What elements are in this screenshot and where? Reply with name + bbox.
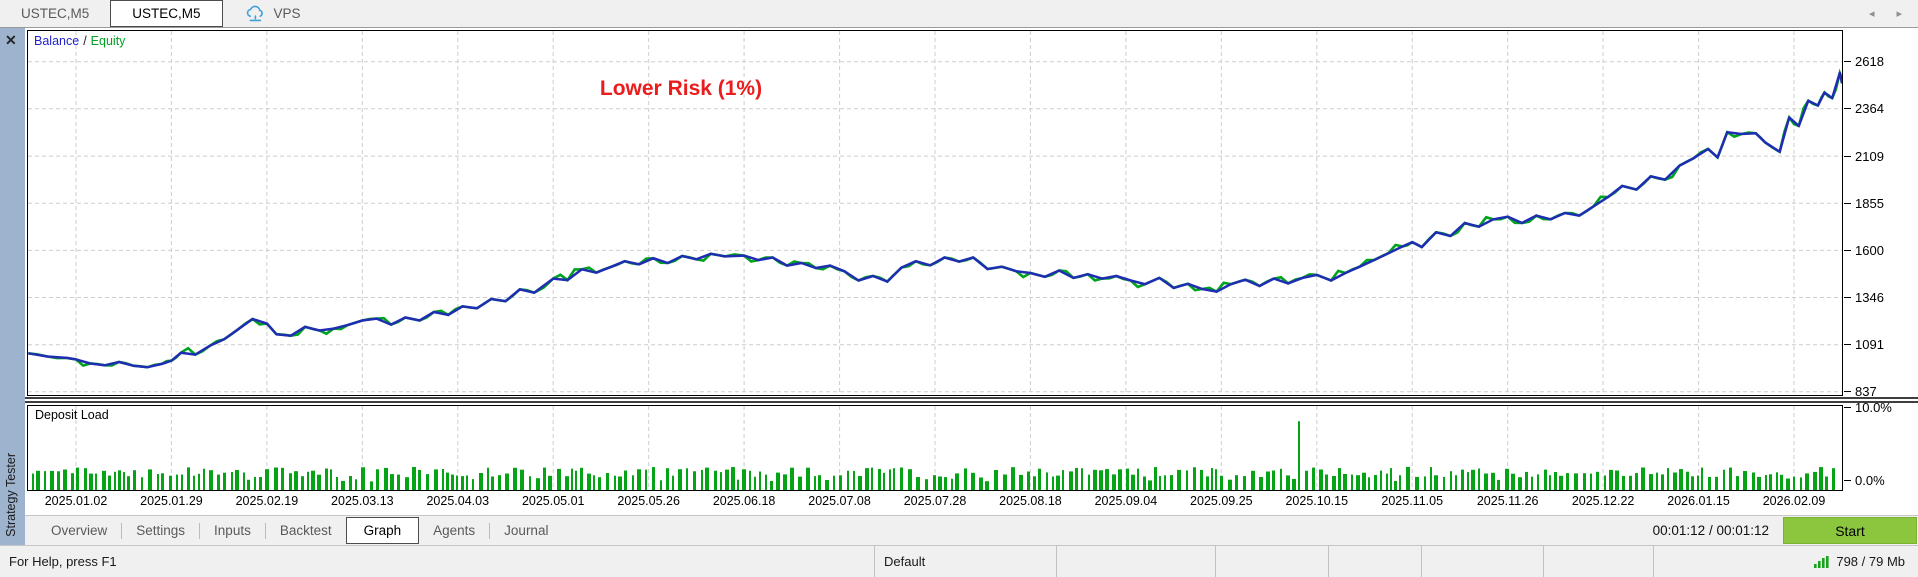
chart-legend: Balance / Equity — [34, 34, 125, 48]
x-axis-date-label: 2025.05.26 — [617, 494, 680, 508]
x-axis-date-label: 2025.11.26 — [1476, 494, 1539, 508]
x-axis-date-label: 2025.03.13 — [331, 494, 394, 508]
tabs-scroll-right-icon[interactable]: ▸ — [1896, 8, 1902, 20]
tester-tab-agents[interactable]: Agents — [433, 523, 476, 538]
y-axis-label: 2364 — [1844, 101, 1884, 116]
legend-equity: Equity — [90, 34, 126, 48]
sidebar-title: Strategy Tester — [4, 453, 18, 537]
tester-tab-journal[interactable]: Journal — [504, 523, 549, 538]
tab-vps[interactable]: VPS — [223, 0, 322, 27]
strategy-tester-sidebar: ✕ Strategy Tester — [0, 28, 25, 545]
tab-separator — [121, 522, 123, 539]
x-axis-date-label: 2026.02.09 — [1762, 494, 1826, 508]
y-axis-label: 1855 — [1844, 196, 1884, 211]
tester-tab-overview[interactable]: Overview — [51, 523, 108, 538]
x-axis-date-label: 2025.01.02 — [44, 494, 108, 508]
x-axis-date-label: 2025.02.19 — [235, 494, 299, 508]
document-tab-bar: USTEC,M5 USTEC,M5 VPS ◂ ▸ — [0, 0, 1918, 28]
balance-equity-plot — [28, 31, 1842, 395]
tester-tabs: Overview Settings Inputs Backtest Graph Agent… — [37, 516, 562, 545]
x-axis-date-label: 2025.07.08 — [808, 494, 871, 508]
tabs-scroll-left-icon[interactable]: ◂ — [1868, 8, 1875, 20]
balance-equity-chart[interactable]: Balance / Equity Lower Risk (1%) — [27, 30, 1843, 396]
x-axis-date-label: 2025.11.05 — [1381, 494, 1444, 508]
panel-splitter[interactable] — [25, 397, 1918, 403]
y-axis-label: 1600 — [1844, 243, 1884, 258]
tab-scroll-controls: ◂ ▸ — [1869, 0, 1918, 27]
x-axis-date-label: 2025.09.04 — [1094, 494, 1158, 508]
tab-ustec-m5-1[interactable]: USTEC,M5 — [0, 0, 110, 27]
tick-mark — [1844, 479, 1851, 481]
x-axis-date-label: 2025.12.22 — [1571, 494, 1635, 508]
close-icon[interactable]: ✕ — [5, 32, 17, 48]
deposit-axis-min: 0.0% — [1844, 473, 1885, 488]
status-bar: For Help, press F1 Default 798 / 79 Mb — [0, 545, 1918, 577]
x-axis-date-label: 2025.05.01 — [521, 494, 585, 508]
tester-tab-graph[interactable]: Graph — [345, 517, 420, 544]
date-axis: 2025.01.02 2025.01.29 2025.02.19 2025.03.13… — [28, 490, 1842, 514]
tick-mark — [1844, 406, 1851, 408]
status-empty-cell — [1544, 546, 1654, 577]
deposit-load-plot — [32, 406, 1835, 490]
y-axis-label: 2618 — [1844, 54, 1884, 69]
y-axis-label: 2109 — [1844, 149, 1884, 164]
status-empty-cell — [1057, 546, 1216, 577]
tab-label: USTEC,M5 — [132, 6, 201, 21]
x-axis-date-label: 2026.01.15 — [1667, 494, 1730, 508]
tab-label: VPS — [273, 6, 301, 21]
legend-separator: / — [83, 34, 87, 48]
x-axis-date-label: 2025.09.25 — [1190, 494, 1253, 508]
x-axis-date-label: 2025.01.29 — [140, 494, 203, 508]
tab-ustec-m5-2-active[interactable]: USTEC,M5 — [110, 0, 223, 27]
tab-separator — [264, 522, 266, 539]
status-empty-cell — [1422, 546, 1544, 577]
chart-annotation: Lower Risk (1%) — [599, 77, 763, 100]
tester-tab-inputs[interactable]: Inputs — [214, 523, 251, 538]
tab-label: USTEC,M5 — [21, 6, 90, 21]
tab-separator — [489, 522, 491, 539]
y-axis-label: 1346 — [1844, 290, 1884, 305]
x-axis-date-label: 2025.10.15 — [1285, 494, 1349, 508]
tab-separator — [199, 522, 201, 539]
x-axis-date-label: 2025.06.18 — [712, 494, 776, 508]
deposit-load-label: Deposit Load — [35, 408, 109, 422]
elapsed-time: 00:01:12 / 00:01:12 — [1652, 523, 1769, 538]
status-help-text: For Help, press F1 — [0, 546, 875, 577]
value-axis: 2618 2364 2109 1855 1600 1346 1091 837 — [1844, 31, 1918, 399]
deposit-load-chart[interactable]: Deposit Load — [27, 405, 1843, 491]
signal-bars-icon — [1814, 555, 1829, 568]
tester-graph-area: Balance / Equity Lower Risk (1%) Deposit L… — [25, 28, 1918, 515]
start-button[interactable]: Start — [1783, 517, 1917, 544]
memory-usage: 798 / 79 Mb — [1836, 554, 1905, 569]
tester-tab-settings[interactable]: Settings — [136, 523, 186, 538]
x-axis-date-label: 2025.08.18 — [999, 494, 1062, 508]
tester-tab-backtest[interactable]: Backtest — [279, 523, 332, 538]
legend-balance: Balance — [34, 34, 80, 48]
status-profile[interactable]: Default — [875, 546, 1057, 577]
x-axis-date-label: 2025.04.03 — [426, 494, 490, 508]
x-axis-date-label: 2025.07.28 — [903, 494, 967, 508]
deposit-axis-max: 10.0% — [1844, 400, 1892, 415]
tester-tabs-row: Overview Settings Inputs Backtest Graph Agent… — [25, 515, 1918, 545]
y-axis-label: 1091 — [1844, 337, 1884, 352]
status-memory: 798 / 79 Mb — [1654, 546, 1918, 577]
status-empty-cell — [1216, 546, 1329, 577]
status-empty-cell — [1329, 546, 1422, 577]
vps-cloud-icon — [244, 5, 267, 23]
y-axis-label: 837 — [1844, 384, 1877, 399]
